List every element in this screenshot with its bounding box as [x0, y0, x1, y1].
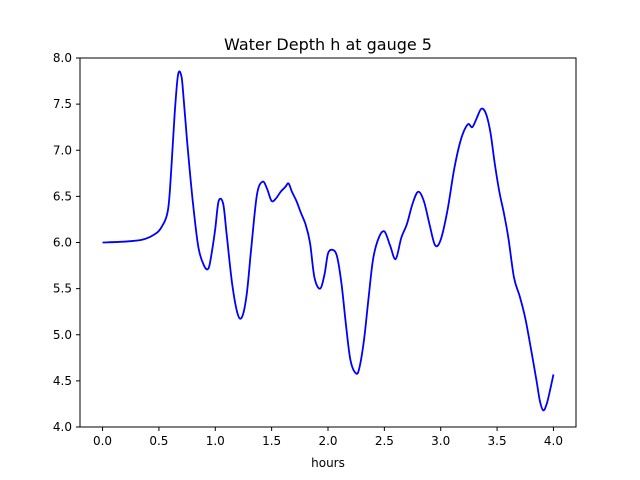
y-tick-label: 7.5	[53, 97, 72, 111]
x-axis-label: hours	[311, 456, 345, 470]
x-tick-label: 2.0	[318, 434, 337, 448]
x-tick-label: 1.0	[206, 434, 225, 448]
x-tick-label: 1.5	[262, 434, 281, 448]
y-tick-label: 6.5	[53, 189, 72, 203]
series-line-group	[102, 70, 555, 412]
series-line-0	[102, 70, 555, 412]
y-tick-label: 4.0	[53, 420, 72, 434]
x-tick-label: 4.0	[544, 434, 563, 448]
y-tick-label: 5.0	[53, 328, 72, 342]
y-tick-label: 4.5	[53, 374, 72, 388]
x-axis: 0.0 0.5 1.0 1.5 2.0 2.5 3.0 3.5 4.0	[93, 427, 563, 448]
x-tick-label: 0.0	[93, 434, 112, 448]
x-tick-label: 2.5	[375, 434, 394, 448]
y-tick-label: 8.0	[53, 51, 72, 65]
x-tick-label: 3.0	[431, 434, 450, 448]
y-axis: 4.0 4.5 5.0 5.5 6.0 6.5 7.0 7.5 8.0	[53, 51, 80, 434]
y-tick-label: 7.0	[53, 143, 72, 157]
y-tick-label: 6.0	[53, 236, 72, 250]
x-tick-label: 3.5	[488, 434, 507, 448]
x-tick-label: 0.5	[149, 434, 168, 448]
y-tick-label: 5.5	[53, 282, 72, 296]
chart-title: Water Depth h at gauge 5	[224, 35, 432, 54]
